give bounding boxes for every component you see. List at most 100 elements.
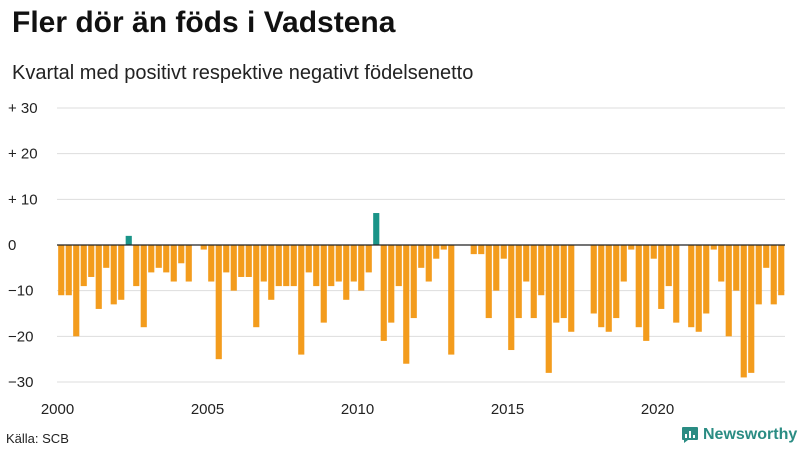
bar: [695, 245, 702, 332]
bar: [470, 245, 477, 255]
source-label: Källa: SCB: [6, 431, 69, 446]
bar: [493, 245, 500, 291]
bar: [628, 245, 635, 250]
y-tick-label: −30: [8, 374, 33, 391]
bar: [65, 245, 72, 296]
bar: [58, 245, 65, 296]
brand-name: Newsworthy: [703, 426, 798, 443]
bar: [268, 245, 275, 300]
bars: [58, 213, 785, 378]
bar: [335, 245, 342, 282]
bar: [778, 245, 785, 296]
bar: [73, 245, 80, 337]
bar: [185, 245, 192, 282]
bar: [763, 245, 770, 268]
y-tick-label: 0: [8, 237, 16, 254]
bar: [275, 245, 282, 287]
bar: [95, 245, 102, 309]
bar: [620, 245, 627, 282]
bar: [710, 245, 717, 250]
bar: [433, 245, 440, 259]
bar: [260, 245, 267, 282]
bar: [485, 245, 492, 319]
bar: [298, 245, 305, 355]
bar: [650, 245, 657, 259]
bar: [343, 245, 350, 300]
x-tick-label: 2015: [491, 401, 524, 418]
bar: [703, 245, 710, 314]
bar: [245, 245, 252, 277]
bar: [215, 245, 222, 360]
bar: [613, 245, 620, 319]
bar: [545, 245, 552, 373]
bar: [253, 245, 260, 328]
bar: [283, 245, 290, 287]
bar: [290, 245, 297, 287]
x-tick-label: 2020: [641, 401, 674, 418]
brand-logo: Newsworthy: [681, 426, 797, 444]
bar: [313, 245, 320, 287]
bar: [440, 245, 447, 250]
bar: [448, 245, 455, 355]
bar: [410, 245, 417, 319]
bar: [635, 245, 642, 328]
bar: [755, 245, 762, 305]
bar: [230, 245, 237, 291]
bar: [178, 245, 185, 264]
bar: [665, 245, 672, 287]
bar: [515, 245, 522, 319]
bar: [238, 245, 245, 277]
x-tick-label: 2000: [41, 401, 74, 418]
axes: + 30 + 20 + 10 0 −10 −20 −30 2000 2005 2010 2015 20…: [8, 100, 785, 418]
y-tick-label: −20: [8, 328, 33, 345]
bar: [500, 245, 507, 259]
bar: [350, 245, 357, 282]
y-tick-label: + 10: [8, 191, 38, 208]
bar: [380, 245, 387, 341]
bar: [560, 245, 567, 319]
bar: [658, 245, 665, 309]
bar: [133, 245, 140, 287]
bar: [328, 245, 335, 287]
bar: [725, 245, 732, 337]
bar: [365, 245, 372, 273]
bar: [305, 245, 312, 273]
newsworthy-icon: [682, 427, 698, 443]
chart-subtitle: Kvartal med positivt respektive negativt…: [12, 62, 474, 84]
bar: [418, 245, 425, 268]
bar: [403, 245, 410, 364]
bar: [688, 245, 695, 328]
bar: [80, 245, 87, 287]
chart-title: Fler dör än föds i Vadstena: [12, 6, 396, 39]
bar: [538, 245, 545, 296]
bar: [208, 245, 215, 282]
bar: [590, 245, 597, 314]
bar: [148, 245, 155, 273]
bar: [110, 245, 117, 305]
y-tick-label: + 20: [8, 146, 38, 163]
bar: [373, 213, 380, 245]
bar: [118, 245, 125, 300]
bar: [770, 245, 777, 305]
bar: [598, 245, 605, 328]
bar: [508, 245, 515, 351]
bar: [425, 245, 432, 282]
bar: [740, 245, 747, 378]
bar: [88, 245, 95, 277]
bar: [320, 245, 327, 323]
bar: [223, 245, 230, 273]
bar: [523, 245, 530, 282]
bar: [673, 245, 680, 323]
bar: [643, 245, 650, 341]
bar: [103, 245, 110, 268]
bar: [718, 245, 725, 282]
bar: [163, 245, 170, 273]
bar: [155, 245, 162, 268]
bar: [140, 245, 147, 328]
bar: [733, 245, 740, 291]
bar: [530, 245, 537, 319]
bar: [553, 245, 560, 323]
bar: [395, 245, 402, 287]
bar: [170, 245, 177, 282]
